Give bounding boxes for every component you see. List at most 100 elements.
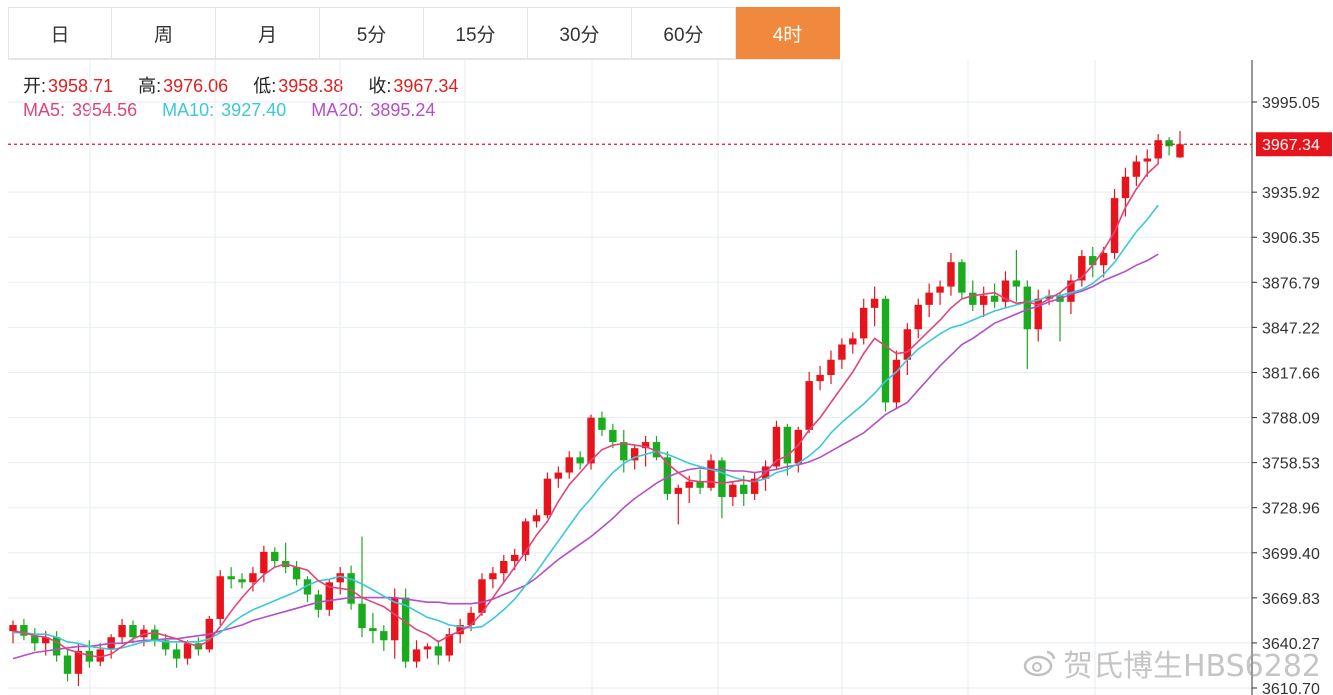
candle-body bbox=[641, 442, 650, 449]
tab-6[interactable]: 60分 bbox=[632, 7, 736, 59]
candle-body bbox=[729, 484, 737, 497]
candle-body bbox=[750, 478, 759, 494]
candle-body bbox=[849, 338, 857, 345]
candle-body bbox=[1165, 140, 1173, 147]
candle-body bbox=[827, 359, 835, 375]
candle-body bbox=[543, 478, 552, 516]
candle-body bbox=[794, 429, 802, 464]
tab-5[interactable]: 30分 bbox=[528, 7, 632, 59]
close-value: 3967.34 bbox=[393, 76, 459, 96]
candle-body bbox=[1045, 295, 1053, 299]
candle-body bbox=[663, 457, 672, 494]
candle-body bbox=[129, 625, 137, 638]
candle-body bbox=[685, 481, 693, 488]
candle-body bbox=[947, 262, 955, 287]
candle-body bbox=[52, 637, 61, 656]
ma10-line bbox=[13, 204, 1159, 651]
ma5-label: MA5: bbox=[23, 100, 66, 120]
candle-body bbox=[336, 573, 344, 583]
y-tick-label: 3640.27 bbox=[1262, 636, 1320, 653]
candle-body bbox=[401, 597, 410, 662]
candle-body bbox=[1067, 280, 1075, 302]
candle-body bbox=[587, 417, 595, 464]
candle-body bbox=[238, 579, 246, 583]
ma20-label: MA20: bbox=[311, 100, 364, 120]
candle-body bbox=[598, 417, 606, 430]
candle-body bbox=[696, 481, 704, 488]
last-price-label: 3967.34 bbox=[1262, 137, 1320, 154]
candle-body bbox=[914, 304, 922, 330]
y-tick-label: 3935.92 bbox=[1262, 185, 1320, 202]
candle-body bbox=[1089, 256, 1097, 266]
candle-body bbox=[151, 629, 159, 641]
candle-body bbox=[860, 307, 868, 339]
candle-body bbox=[936, 286, 944, 293]
candle-body bbox=[249, 573, 257, 583]
candle-body bbox=[369, 628, 377, 632]
candle-body bbox=[412, 649, 421, 662]
y-tick-label: 3699.40 bbox=[1262, 546, 1320, 563]
candle-body bbox=[1034, 298, 1042, 330]
candle-body bbox=[74, 650, 83, 674]
candle-body bbox=[1078, 256, 1086, 281]
candle-body bbox=[620, 442, 628, 461]
candle-body bbox=[292, 567, 301, 580]
candle-body bbox=[456, 625, 464, 635]
candle-body bbox=[990, 295, 999, 302]
weibo-icon bbox=[1023, 650, 1056, 677]
candle-body bbox=[325, 582, 333, 610]
ma10-label: MA10: bbox=[162, 100, 215, 120]
candle-body bbox=[1110, 198, 1119, 254]
ma5-value: 3954.56 bbox=[72, 100, 138, 120]
tab-2[interactable]: 月 bbox=[216, 7, 320, 59]
candle-body bbox=[892, 359, 901, 403]
ma20-value: 3895.24 bbox=[370, 100, 436, 120]
candle-body bbox=[9, 625, 17, 632]
candle-body bbox=[903, 329, 912, 360]
candle-body bbox=[347, 573, 355, 604]
candle-body bbox=[1121, 176, 1130, 199]
period-tab-bar: 日周月 5分 15分 30分 60分 4时 bbox=[8, 7, 840, 60]
candle-body bbox=[958, 262, 966, 293]
candle-body bbox=[96, 649, 104, 662]
candle-body bbox=[565, 457, 573, 473]
candle-body bbox=[1012, 280, 1021, 287]
candle-body bbox=[838, 344, 846, 360]
candle-body bbox=[1176, 144, 1184, 158]
candle-body bbox=[609, 429, 617, 443]
candle-body bbox=[925, 292, 933, 305]
y-tick-label: 3669.83 bbox=[1262, 591, 1320, 608]
y-tick-label: 3788.09 bbox=[1262, 411, 1320, 428]
tab-3[interactable]: 5分 bbox=[320, 7, 424, 59]
candle-body bbox=[183, 643, 192, 659]
candle-body bbox=[521, 521, 530, 555]
candle-body bbox=[500, 560, 508, 574]
candle-body bbox=[979, 295, 988, 305]
tab-0[interactable]: 日 bbox=[8, 7, 112, 59]
y-tick-label: 3876.79 bbox=[1262, 275, 1320, 292]
candle-body bbox=[1099, 253, 1108, 266]
candlestick-chart[interactable]: 3995.05 3935.92 3906.35 3876.79 3847.22 3817.… bbox=[0, 60, 1333, 695]
candle-body bbox=[718, 460, 726, 497]
ma10-value: 3927.40 bbox=[221, 100, 287, 120]
tab-1[interactable]: 周 bbox=[112, 7, 216, 59]
tab-4[interactable]: 15分 bbox=[424, 7, 528, 59]
candle-body bbox=[161, 640, 170, 650]
ma20-line bbox=[12, 253, 1159, 660]
candle-body bbox=[630, 448, 639, 461]
candle-body bbox=[172, 649, 181, 659]
high-value: 3976.06 bbox=[163, 76, 229, 96]
candle-body bbox=[489, 573, 497, 580]
candle-body bbox=[870, 298, 879, 308]
candle-body bbox=[969, 292, 977, 305]
tab-7[interactable]: 4时 bbox=[736, 7, 840, 59]
candle-body bbox=[358, 603, 366, 629]
candle-body bbox=[391, 597, 399, 641]
candle-body bbox=[674, 487, 683, 494]
candle-body bbox=[118, 625, 126, 638]
candle-body bbox=[532, 515, 541, 522]
ma-readout: MA5: 3954.56 MA10: 3927.40 MA20: 3895.24 bbox=[23, 100, 437, 121]
candle-body bbox=[554, 472, 563, 479]
y-tick-label: 3610.70 bbox=[1262, 681, 1320, 695]
y-tick-label: 3995.05 bbox=[1262, 95, 1320, 112]
